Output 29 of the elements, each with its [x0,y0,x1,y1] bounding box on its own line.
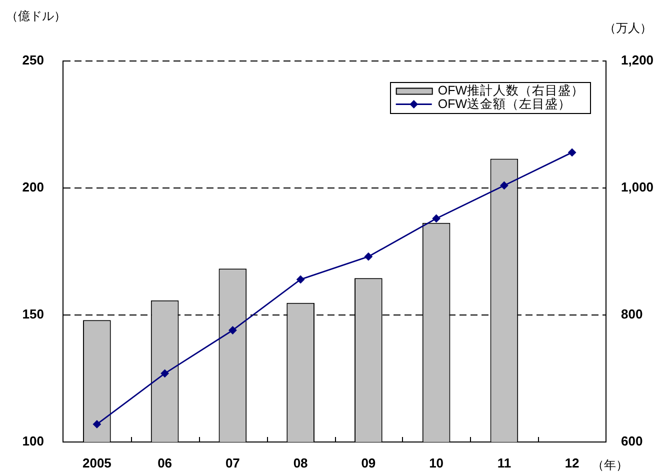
legend-label: OFW送金額（左目盛） [438,97,572,112]
x-axis-title: （年） [592,458,628,472]
point [296,275,305,284]
x-tick-label: 12 [564,455,580,470]
x-tick-label: 08 [293,455,308,470]
x-tick-label: 09 [361,455,376,470]
point [92,420,102,428]
y2-axis-title: （万人） [604,21,652,35]
x-tick-label: 11 [497,455,512,470]
point [568,148,576,157]
y2-tick-label: 600 [621,434,643,449]
x-tick-label: 06 [158,455,172,470]
y2-tick-label: 1,200 [621,52,654,68]
x-tick-label: 10 [429,455,444,470]
y2-tick-label: 1,000 [621,180,654,195]
y-tick-label: 200 [22,180,44,195]
y-tick-label: 150 [22,306,44,322]
legend-label: OFW推計人数（右目盛） [438,84,584,98]
y2-tick-label: 800 [621,306,643,322]
x-tick-label: 07 [225,455,240,470]
y-tick-label: 250 [22,52,44,68]
y-axis-title: （億ドル） [6,9,66,23]
x-tick-label: 2005 [82,455,112,470]
point [228,326,237,334]
y-tick-label: 100 [22,434,44,449]
point [160,369,170,378]
point [432,214,441,223]
point [364,252,373,261]
point [500,181,508,190]
